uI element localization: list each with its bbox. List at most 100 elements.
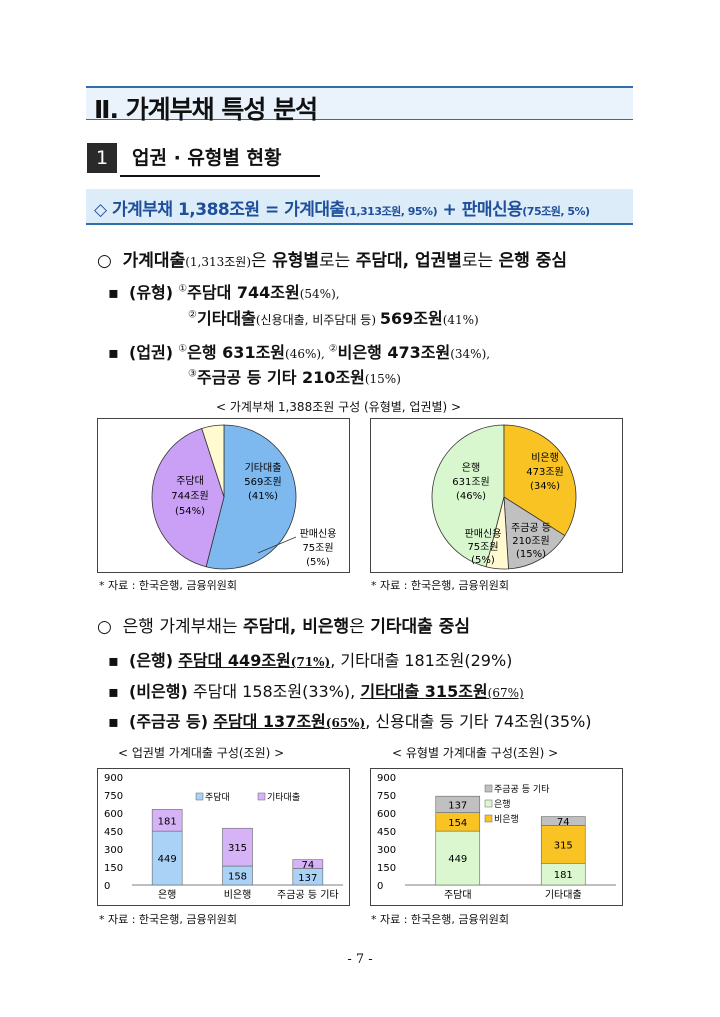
bar-value-label: 315 [228, 843, 247, 854]
slice-label: 판매신용 [300, 528, 337, 540]
pie-slice-hf [503, 496, 566, 570]
slice-pct: (5%) [306, 557, 330, 568]
slice-value: 473조원 [526, 466, 564, 478]
bar-segment [540, 816, 586, 826]
subsection-number: 1 [87, 143, 117, 173]
sub-bullet-nonbank: ▪ (비은행) 주담대 158조원(33%), 기타대출 315조원(67%) [108, 682, 524, 701]
legend-label: 주담대 [205, 791, 230, 803]
pie-slice-mortgage [205, 424, 297, 570]
bar-segment [435, 830, 481, 886]
bar-value-label: 158 [228, 872, 247, 883]
sub-bullet-type: ▪ (유형) ①주담대 744조원(54%), [108, 283, 340, 302]
bar-value-label: 74 [557, 817, 570, 828]
bar-segment [540, 825, 586, 864]
sub-bullet-bank: ▪ (은행) 주담대 449조원(71%), 기타대출 181조원(29%) [108, 651, 513, 670]
sub-bullet-type-2: ②기타대출(신용대출, 비주담대 등) 569조원(41%) [188, 309, 479, 328]
y-tick-label: 450 [377, 827, 396, 838]
bar-value-label: 154 [448, 818, 467, 829]
pie-slice-other-loans [151, 428, 225, 568]
pie-right-source: * 자료 : 한국은행, 금융위원회 [371, 579, 510, 592]
y-tick-label: 600 [104, 809, 123, 820]
slice-label: 판매신용 [465, 528, 502, 540]
bullet-household-loans: ○ 가계대출(1,313조원)은 유형별로는 주담대, 업권별로는 은행 중심 [97, 251, 568, 271]
bar-segment [292, 859, 324, 869]
slice-label: 주담대 [176, 475, 204, 487]
y-tick-label: 150 [377, 863, 396, 874]
sub-bullet-sector-2: ③주금공 등 기타 210조원(15%) [188, 368, 401, 387]
legend-swatch [195, 792, 204, 801]
pie-chart-type: 주담대 744조원 (54%) 기타대출 569조원 (41%) 판매신용 75… [97, 418, 350, 573]
bar-value-label: 74 [301, 860, 314, 871]
leader-line [257, 536, 297, 554]
bar-chart-type-svg: 0 150 300 450 600 750 900 449 154 137 주담대 181 315 74 기… [377, 773, 616, 901]
pie-slice-nonbank [503, 424, 577, 537]
legend-label: 비은행 [494, 813, 519, 825]
pie-chart-sector-svg: 은행 631조원 (46%) 비은행 473조원 (34%) 주금공 등 210… [431, 424, 577, 570]
slice-pct: (34%) [530, 481, 560, 492]
y-tick-label: 600 [377, 809, 396, 820]
pie-chart-sector: 은행 631조원 (46%) 비은행 473조원 (34%) 주금공 등 210… [370, 418, 623, 573]
sub-bullet-sector: ▪ (업권) ①은행 631조원(46%), ②비은행 473조원(34%), [108, 343, 491, 362]
x-tick-label: 기타대출 [545, 889, 582, 901]
summary-text: ◇ 가계부채 1,388조원 = 가계대출(1,313조원, 95%) + 판매… [94, 200, 590, 220]
slice-value: 210조원 [512, 535, 550, 547]
bar-segment [151, 830, 183, 886]
bar-value-label: 449 [448, 854, 467, 865]
summary-box: ◇ 가계부채 1,388조원 = 가계대출(1,313조원, 95%) + 판매… [86, 189, 633, 225]
slice-value: 569조원 [244, 476, 282, 488]
y-tick-label: 900 [104, 773, 123, 784]
bar-value-label: 137 [448, 800, 467, 811]
bar-left-caption: < 업권별 가계대출 구성(조원) > [118, 746, 285, 760]
sub-bullet-hf: ▪ (주금공 등) 주담대 137조원(65%), 신용대출 등 기타 74조원… [108, 712, 592, 731]
bar-segment [151, 809, 183, 832]
pie-caption: < 가계부채 1,388조원 구성 (유형별, 업권별) > [216, 400, 462, 414]
slice-label: 비은행 [531, 452, 559, 464]
slice-label: 주금공 등 [511, 522, 551, 534]
slice-pct: (54%) [175, 506, 205, 517]
y-tick-label: 900 [377, 773, 396, 784]
bar-segment [435, 795, 481, 813]
bar-value-label: 449 [158, 854, 177, 865]
x-tick-label: 비은행 [224, 889, 252, 901]
slice-pct: (46%) [456, 491, 486, 502]
y-tick-label: 0 [104, 881, 110, 892]
slice-label: 은행 [462, 462, 480, 474]
pie-left-source: * 자료 : 한국은행, 금융위원회 [99, 579, 238, 592]
subsection-title: 업권 · 유형별 현황 [132, 147, 282, 169]
slice-pct: (5%) [471, 555, 495, 566]
x-tick-label: 주담대 [444, 889, 472, 901]
y-tick-label: 0 [377, 881, 383, 892]
legend-swatch [257, 792, 266, 801]
legend-label: 은행 [494, 798, 511, 810]
y-tick-label: 450 [104, 827, 123, 838]
bar-value-label: 315 [554, 840, 573, 851]
bar-value-label: 137 [298, 873, 317, 884]
slice-label: 기타대출 [245, 462, 282, 474]
y-tick-label: 300 [377, 845, 396, 856]
bar-chart-sector-svg: 0 150 300 450 600 750 900 449 181 은행 158 315 비은행 137 7… [104, 773, 343, 901]
slice-value: 75조원 [302, 542, 333, 554]
bar-right-source: * 자료 : 한국은행, 금융위원회 [371, 913, 510, 926]
bar-left-source: * 자료 : 한국은행, 금융위원회 [99, 913, 238, 926]
slice-value: 75조원 [467, 541, 498, 553]
y-tick-label: 150 [104, 863, 123, 874]
legend-swatch [484, 814, 493, 823]
pie-slice-bank [431, 424, 505, 568]
legend-label: 주금공 등 기타 [494, 784, 550, 795]
y-tick-label: 750 [377, 791, 396, 802]
slice-value: 744조원 [171, 490, 209, 502]
pie-slice-sales-credit [485, 496, 509, 570]
legend-swatch [484, 784, 493, 793]
legend-label: 기타대출 [267, 792, 300, 803]
pie-chart-type-svg: 주담대 744조원 (54%) 기타대출 569조원 (41%) 판매신용 75… [151, 424, 337, 570]
page-number: - 7 - [347, 952, 373, 967]
bullet-bank-debt: ○ 은행 가계부채는 주담대, 비은행은 기타대출 중심 [97, 617, 470, 637]
slice-value: 631조원 [452, 476, 490, 488]
bar-chart-sector: 0 150 300 450 600 750 900 449 181 은행 158 315 비은행 137 7… [97, 768, 350, 906]
bar-value-label: 181 [554, 870, 573, 881]
bar-chart-type: 0 150 300 450 600 750 900 449 154 137 주담대 181 315 74 기… [370, 768, 623, 906]
bar-right-caption: < 유형별 가계대출 구성(조원) > [392, 746, 559, 760]
pie-slice-sales-credit [201, 424, 225, 498]
section-title-bar: Ⅱ. 가계부채 특성 분석 [86, 86, 633, 124]
legend-swatch [484, 799, 493, 808]
